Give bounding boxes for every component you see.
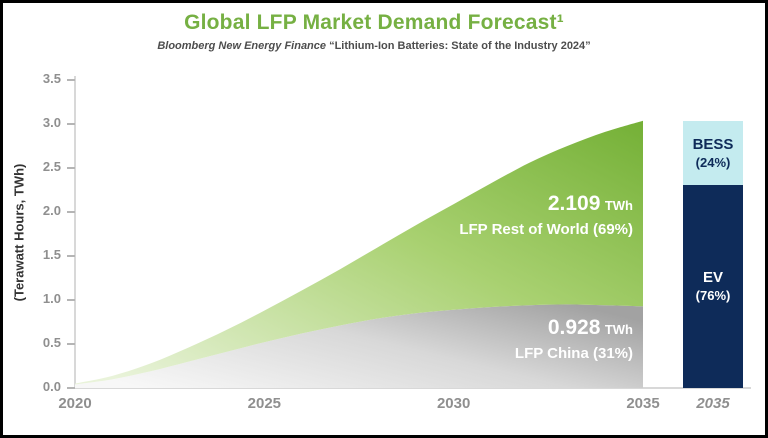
- ev-label: EV: [702, 269, 723, 287]
- bar-segment-bess: BESS (24%): [683, 120, 743, 185]
- y-axis-ticks: [67, 79, 75, 389]
- y-tick-label: 3.0: [42, 115, 61, 130]
- subtitle-source: Bloomberg New Energy Finance: [157, 40, 327, 52]
- annotation-value-line: 0.928 TWh: [515, 315, 633, 343]
- bar-segment-ev: EV (76%): [683, 184, 743, 388]
- y-tick-label: 3.5: [42, 71, 61, 86]
- y-tick-label: 0.5: [42, 335, 61, 350]
- chart-title: Global LFP Market Demand Forecast¹: [184, 11, 564, 34]
- bess-label: BESS: [692, 135, 734, 153]
- y-tick-label: 1.5: [42, 247, 61, 262]
- y-tick-label: 0.0: [42, 379, 61, 394]
- bar-2035-label: 2035: [696, 395, 730, 412]
- x-tick-label: 2025: [247, 395, 282, 412]
- area-lfp-rest-of-world: [75, 120, 643, 385]
- y-tick-label: 1.0: [42, 291, 61, 306]
- stacked-area-plot: [67, 76, 751, 389]
- y-tick-label: 2.0: [42, 203, 61, 218]
- annotation-unit: TWh: [604, 322, 633, 337]
- annotation-china: 0.928 TWh LFP China (31%): [515, 315, 633, 364]
- subtitle-report: “Lithium-Ion Batteries: State of the Ind…: [329, 40, 591, 52]
- annotation-value-line: 2.109 TWh: [459, 191, 633, 219]
- mix-bar-2035: BESS (24%) EV (76%): [683, 120, 743, 388]
- bess-share: (24%): [695, 154, 731, 170]
- annotation-unit: TWh: [604, 198, 633, 213]
- annotation-value: 2.109: [547, 192, 601, 215]
- annotation-value: 0.928: [547, 316, 601, 339]
- area-lfp-china: [75, 304, 643, 388]
- y-tick-label: 2.5: [42, 159, 61, 174]
- chart-subtitle: Bloomberg New Energy Finance “Lithium-Io…: [3, 40, 745, 52]
- annotation-label: LFP Rest of World (69%): [459, 221, 633, 238]
- x-tick-label: 2035: [626, 395, 660, 412]
- x-tick-label: 2030: [436, 395, 471, 412]
- x-tick-label: 2020: [58, 395, 92, 412]
- ev-share: (76%): [695, 288, 731, 304]
- annotation-label: LFP China (31%): [514, 345, 633, 362]
- annotation-rest-of-world: 2.109 TWh LFP Rest of World (69%): [459, 191, 633, 240]
